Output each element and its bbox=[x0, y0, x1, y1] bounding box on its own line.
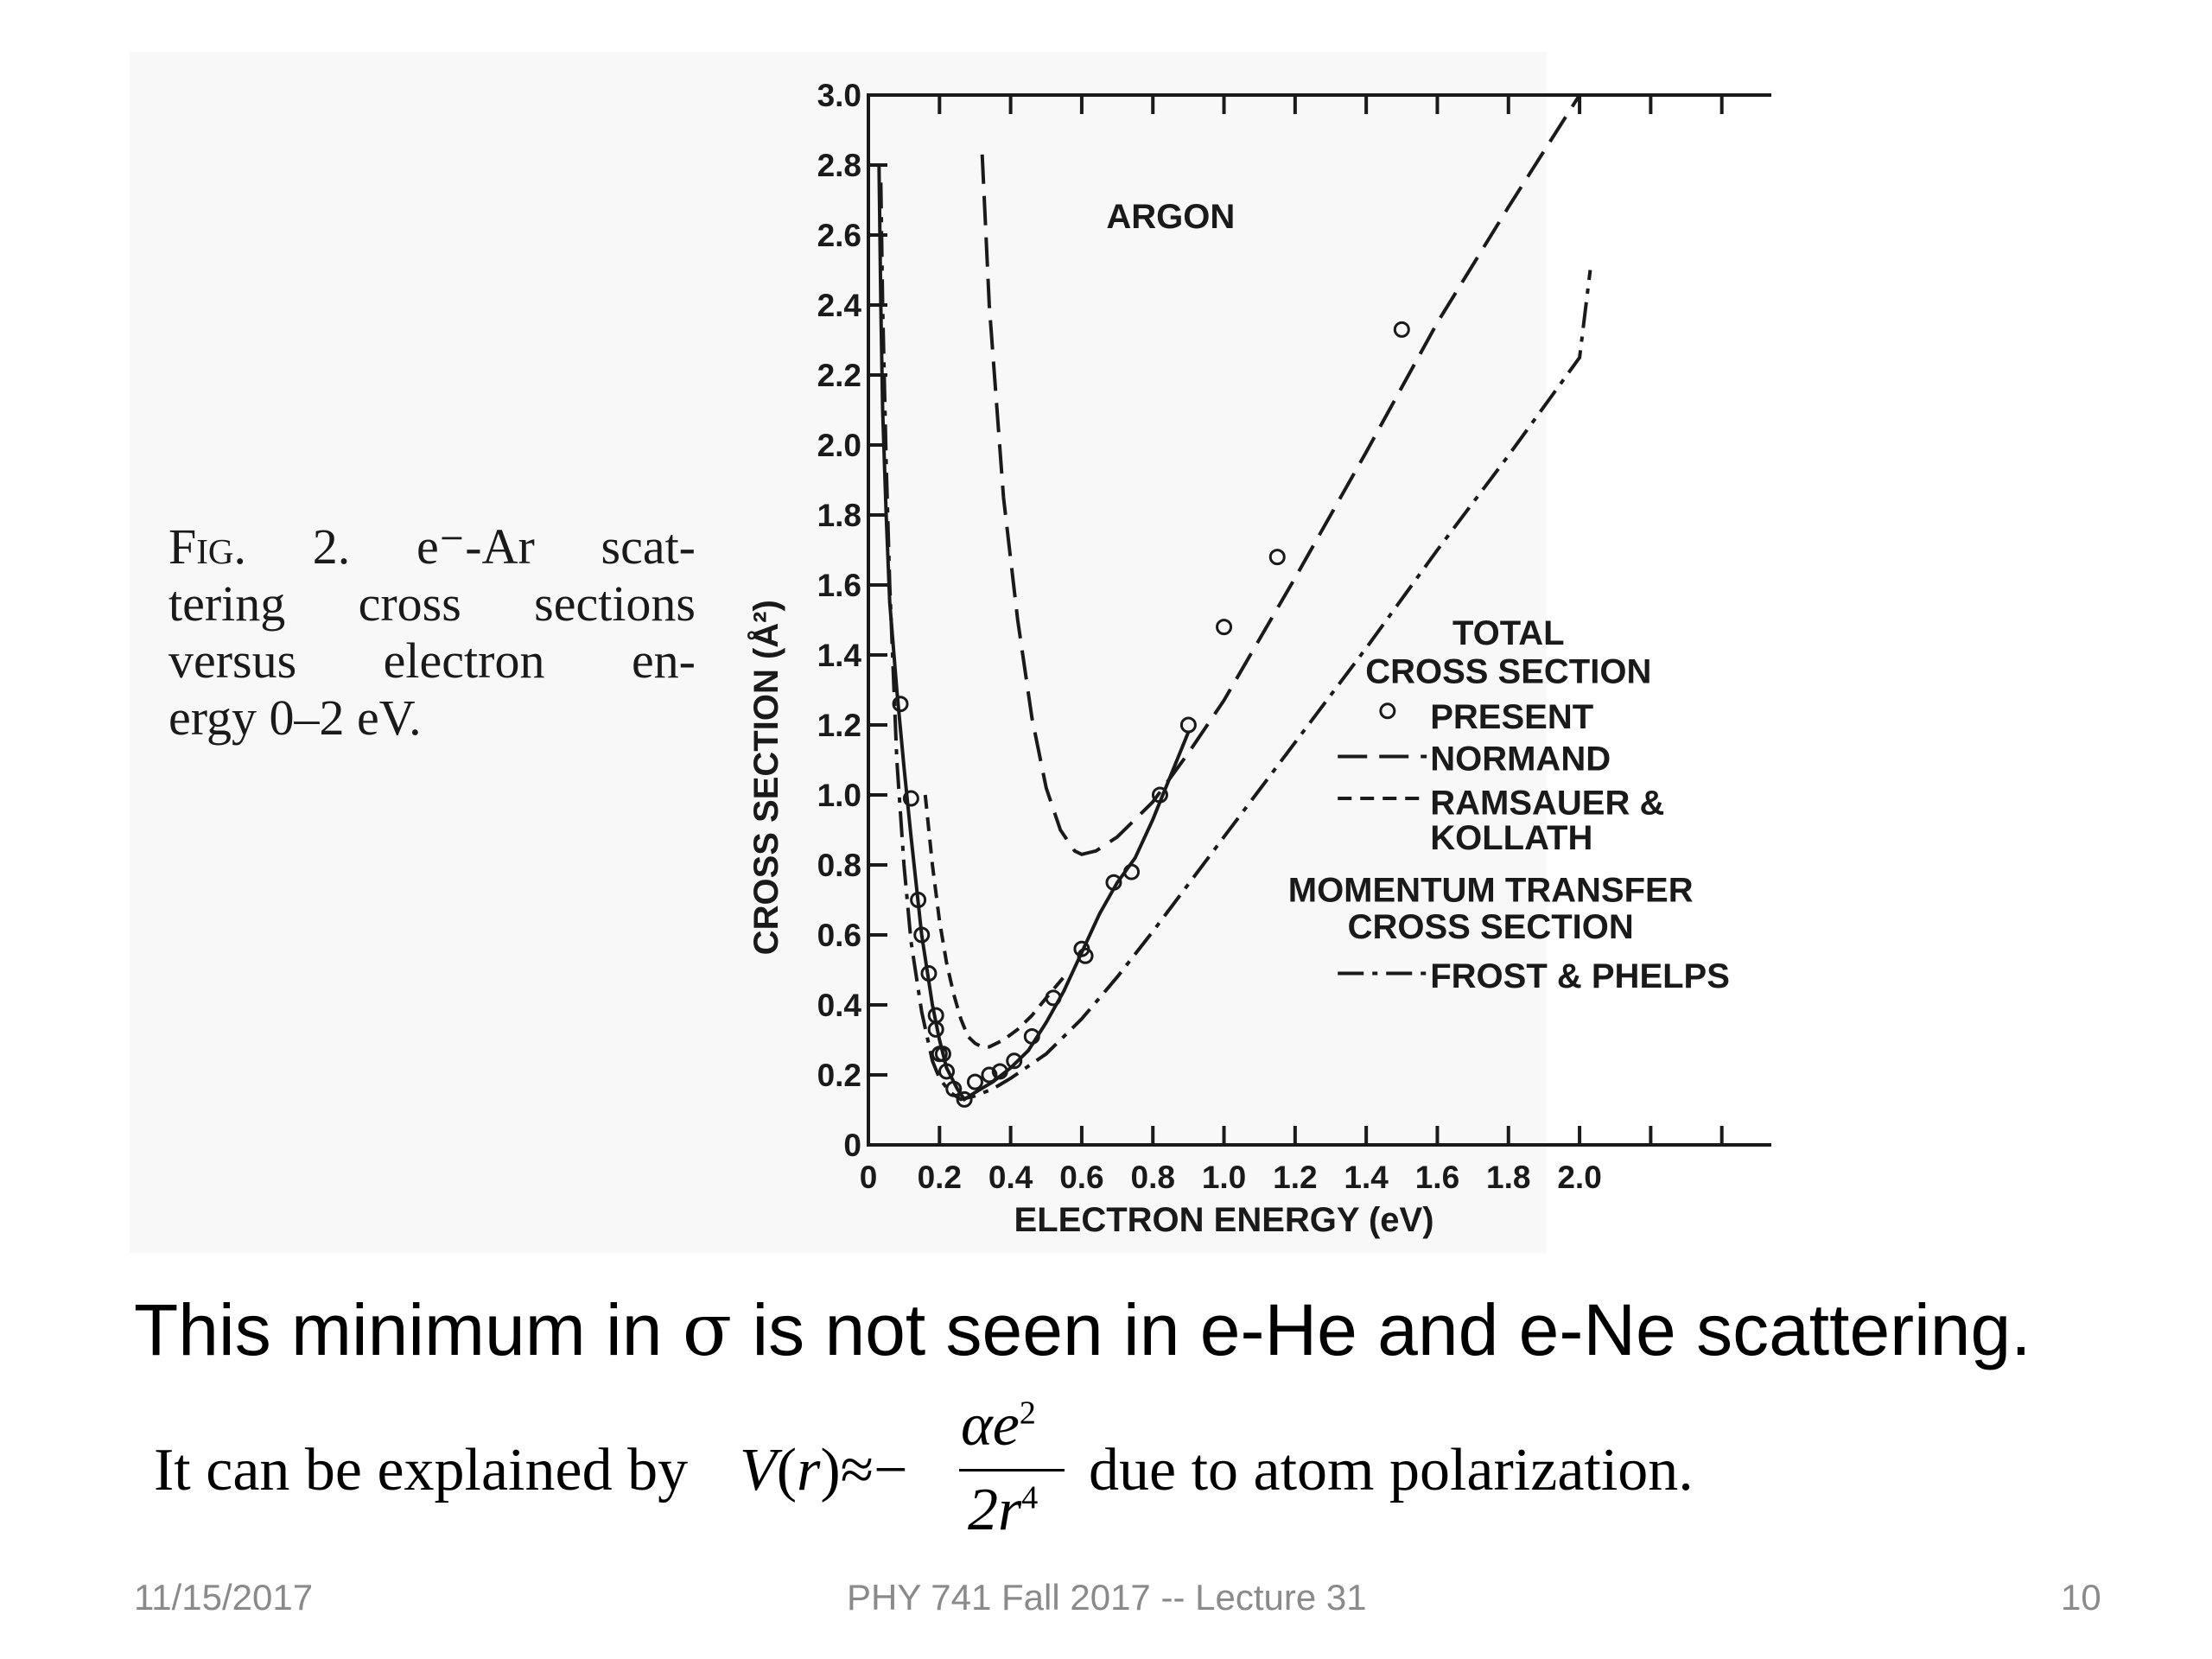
sigma-symbol: σ bbox=[682, 1287, 733, 1372]
figure-caption: Fig. 2. e⁻-Ar scat- tering cross section… bbox=[168, 518, 696, 747]
data-point-present bbox=[1179, 716, 1197, 734]
y-tick-label: 2.4 bbox=[817, 288, 862, 323]
series-line-ramsauer-kollath bbox=[923, 794, 1065, 1049]
x-tick-label: 1.8 bbox=[1486, 1160, 1530, 1195]
y-tick-label: 0.4 bbox=[817, 988, 862, 1023]
legend-ramsauer-label-1: RAMSAUER & bbox=[1430, 784, 1664, 822]
data-point-present bbox=[1006, 1052, 1023, 1070]
x-tick-label: 0.2 bbox=[918, 1160, 962, 1195]
x-tick-label: 1.6 bbox=[1415, 1160, 1459, 1195]
plot-frame bbox=[867, 93, 1771, 1147]
formula-minus: − bbox=[874, 1437, 908, 1503]
formula-den-text: 2r bbox=[968, 1477, 1022, 1543]
data-point-present bbox=[1268, 549, 1286, 566]
y-tick-label: 2.2 bbox=[817, 358, 861, 393]
formula-num-text: αe bbox=[961, 1392, 1020, 1459]
y-tick-label: 1.0 bbox=[817, 778, 861, 813]
y-tick-label: 0.8 bbox=[817, 848, 861, 883]
y-tick-label: 0 bbox=[843, 1128, 861, 1163]
y-tick-label: 1.4 bbox=[817, 638, 862, 673]
x-tick-label: 0.6 bbox=[1059, 1160, 1103, 1195]
formula-V: V bbox=[740, 1437, 777, 1503]
statement-line: This minimum in σ is not seen in e-He an… bbox=[134, 1287, 2031, 1372]
series-line-frost-phelps bbox=[879, 182, 1592, 1102]
formula-denominator: 2r4 bbox=[968, 1476, 1038, 1545]
footer-course: PHY 741 Fall 2017 -- Lecture 31 bbox=[847, 1577, 1367, 1618]
legend-frost-label: FROST & PHELPS bbox=[1430, 957, 1730, 995]
legend-group2-title-1: MOMENTUM TRANSFER bbox=[1288, 872, 1694, 910]
y-tick-label: 1.2 bbox=[817, 708, 861, 743]
caption-fig-label: Fig. 2. bbox=[168, 518, 351, 575]
footer-date: 11/15/2017 bbox=[134, 1577, 314, 1618]
x-tick-label: 1.0 bbox=[1202, 1160, 1246, 1195]
x-tick-label: 0.4 bbox=[988, 1160, 1033, 1195]
y-tick-label: 0.2 bbox=[817, 1058, 861, 1093]
series-line-normand bbox=[980, 93, 1581, 856]
y-tick-label: 2.6 bbox=[817, 218, 861, 253]
formula-r: r bbox=[797, 1437, 821, 1503]
formula-lparen: ( bbox=[776, 1437, 798, 1503]
y-tick-label: 2.0 bbox=[817, 428, 861, 463]
y-tick-label: 1.6 bbox=[817, 568, 861, 603]
data-point-present bbox=[981, 1066, 998, 1084]
legend-present-label: PRESENT bbox=[1430, 698, 1593, 736]
x-axis-label: ELECTRON ENERGY (eV) bbox=[1014, 1201, 1434, 1239]
x-tick-label: 1.4 bbox=[1344, 1160, 1389, 1195]
scanned-figure-area bbox=[130, 52, 1547, 1253]
formula-tail: due to atom polarization. bbox=[1089, 1437, 1694, 1503]
formula-lead: It can be explained by bbox=[154, 1437, 689, 1503]
caption-line-1-text: e⁻-Ar scat- bbox=[416, 518, 696, 575]
formula-rparen: ) bbox=[820, 1437, 841, 1503]
data-point-present bbox=[966, 1073, 983, 1090]
x-tick-label: 1.2 bbox=[1273, 1160, 1317, 1195]
x-tick-label: 0.8 bbox=[1131, 1160, 1175, 1195]
statement-before: This minimum in bbox=[134, 1289, 683, 1370]
y-axis-label: CROSS SECTION (Å²) bbox=[747, 600, 785, 955]
formula-line: It can be explained by V(r)≈− αe2 2r4 du… bbox=[154, 1391, 1882, 1573]
formula-den-exponent: 4 bbox=[1021, 1479, 1039, 1516]
caption-line-1: Fig. 2. e⁻-Ar scat- bbox=[168, 518, 696, 575]
y-tick-label: 0.6 bbox=[817, 918, 861, 953]
cross-section-chart: 0 0.2 0.4 0.6 0.8 1.0 1.2 1.4 1.6 1.8 2.0 2.2 2.4 2.6… bbox=[747, 78, 1771, 1239]
chart-title: ARGON bbox=[1106, 198, 1235, 236]
data-point-present bbox=[1216, 619, 1233, 636]
footer-page-number: 10 bbox=[2061, 1577, 2101, 1618]
legend-group1-title-1: TOTAL bbox=[1452, 614, 1565, 652]
fraction-bar bbox=[959, 1469, 1065, 1471]
series-line-present-fit bbox=[877, 164, 1191, 1103]
x-tick-label: 2.0 bbox=[1557, 1160, 1601, 1195]
formula-lhs: V(r)≈− bbox=[740, 1436, 908, 1505]
caption-line-3: versus electron en- bbox=[168, 632, 696, 689]
formula-num-exponent: 2 bbox=[1019, 1395, 1036, 1432]
legend-ramsauer-label-2: KOLLATH bbox=[1430, 819, 1592, 857]
data-point-present bbox=[956, 1090, 973, 1108]
caption-line-2: tering cross sections bbox=[168, 575, 696, 632]
y-tick-label: 2.8 bbox=[817, 148, 861, 183]
legend-normand-label: NORMAND bbox=[1430, 741, 1611, 779]
x-tick-label: 0 bbox=[860, 1160, 878, 1195]
legend-present-marker bbox=[1379, 702, 1396, 720]
data-point-present bbox=[1393, 321, 1410, 338]
formula-numerator: αe2 bbox=[961, 1391, 1036, 1460]
data-point-present bbox=[902, 790, 919, 807]
y-tick-label: 1.8 bbox=[817, 498, 861, 533]
caption-line-4: ergy 0–2 eV. bbox=[168, 690, 422, 746]
legend-group2-title-2: CROSS SECTION bbox=[1348, 908, 1634, 946]
statement-after: is not seen in e-He and e-Ne scattering. bbox=[732, 1289, 2031, 1370]
formula-approx: ≈ bbox=[840, 1437, 874, 1503]
legend-group1-title-2: CROSS SECTION bbox=[1365, 652, 1651, 690]
formula-fraction: αe2 2r4 bbox=[959, 1391, 1065, 1555]
y-tick-label: 3.0 bbox=[817, 78, 861, 113]
